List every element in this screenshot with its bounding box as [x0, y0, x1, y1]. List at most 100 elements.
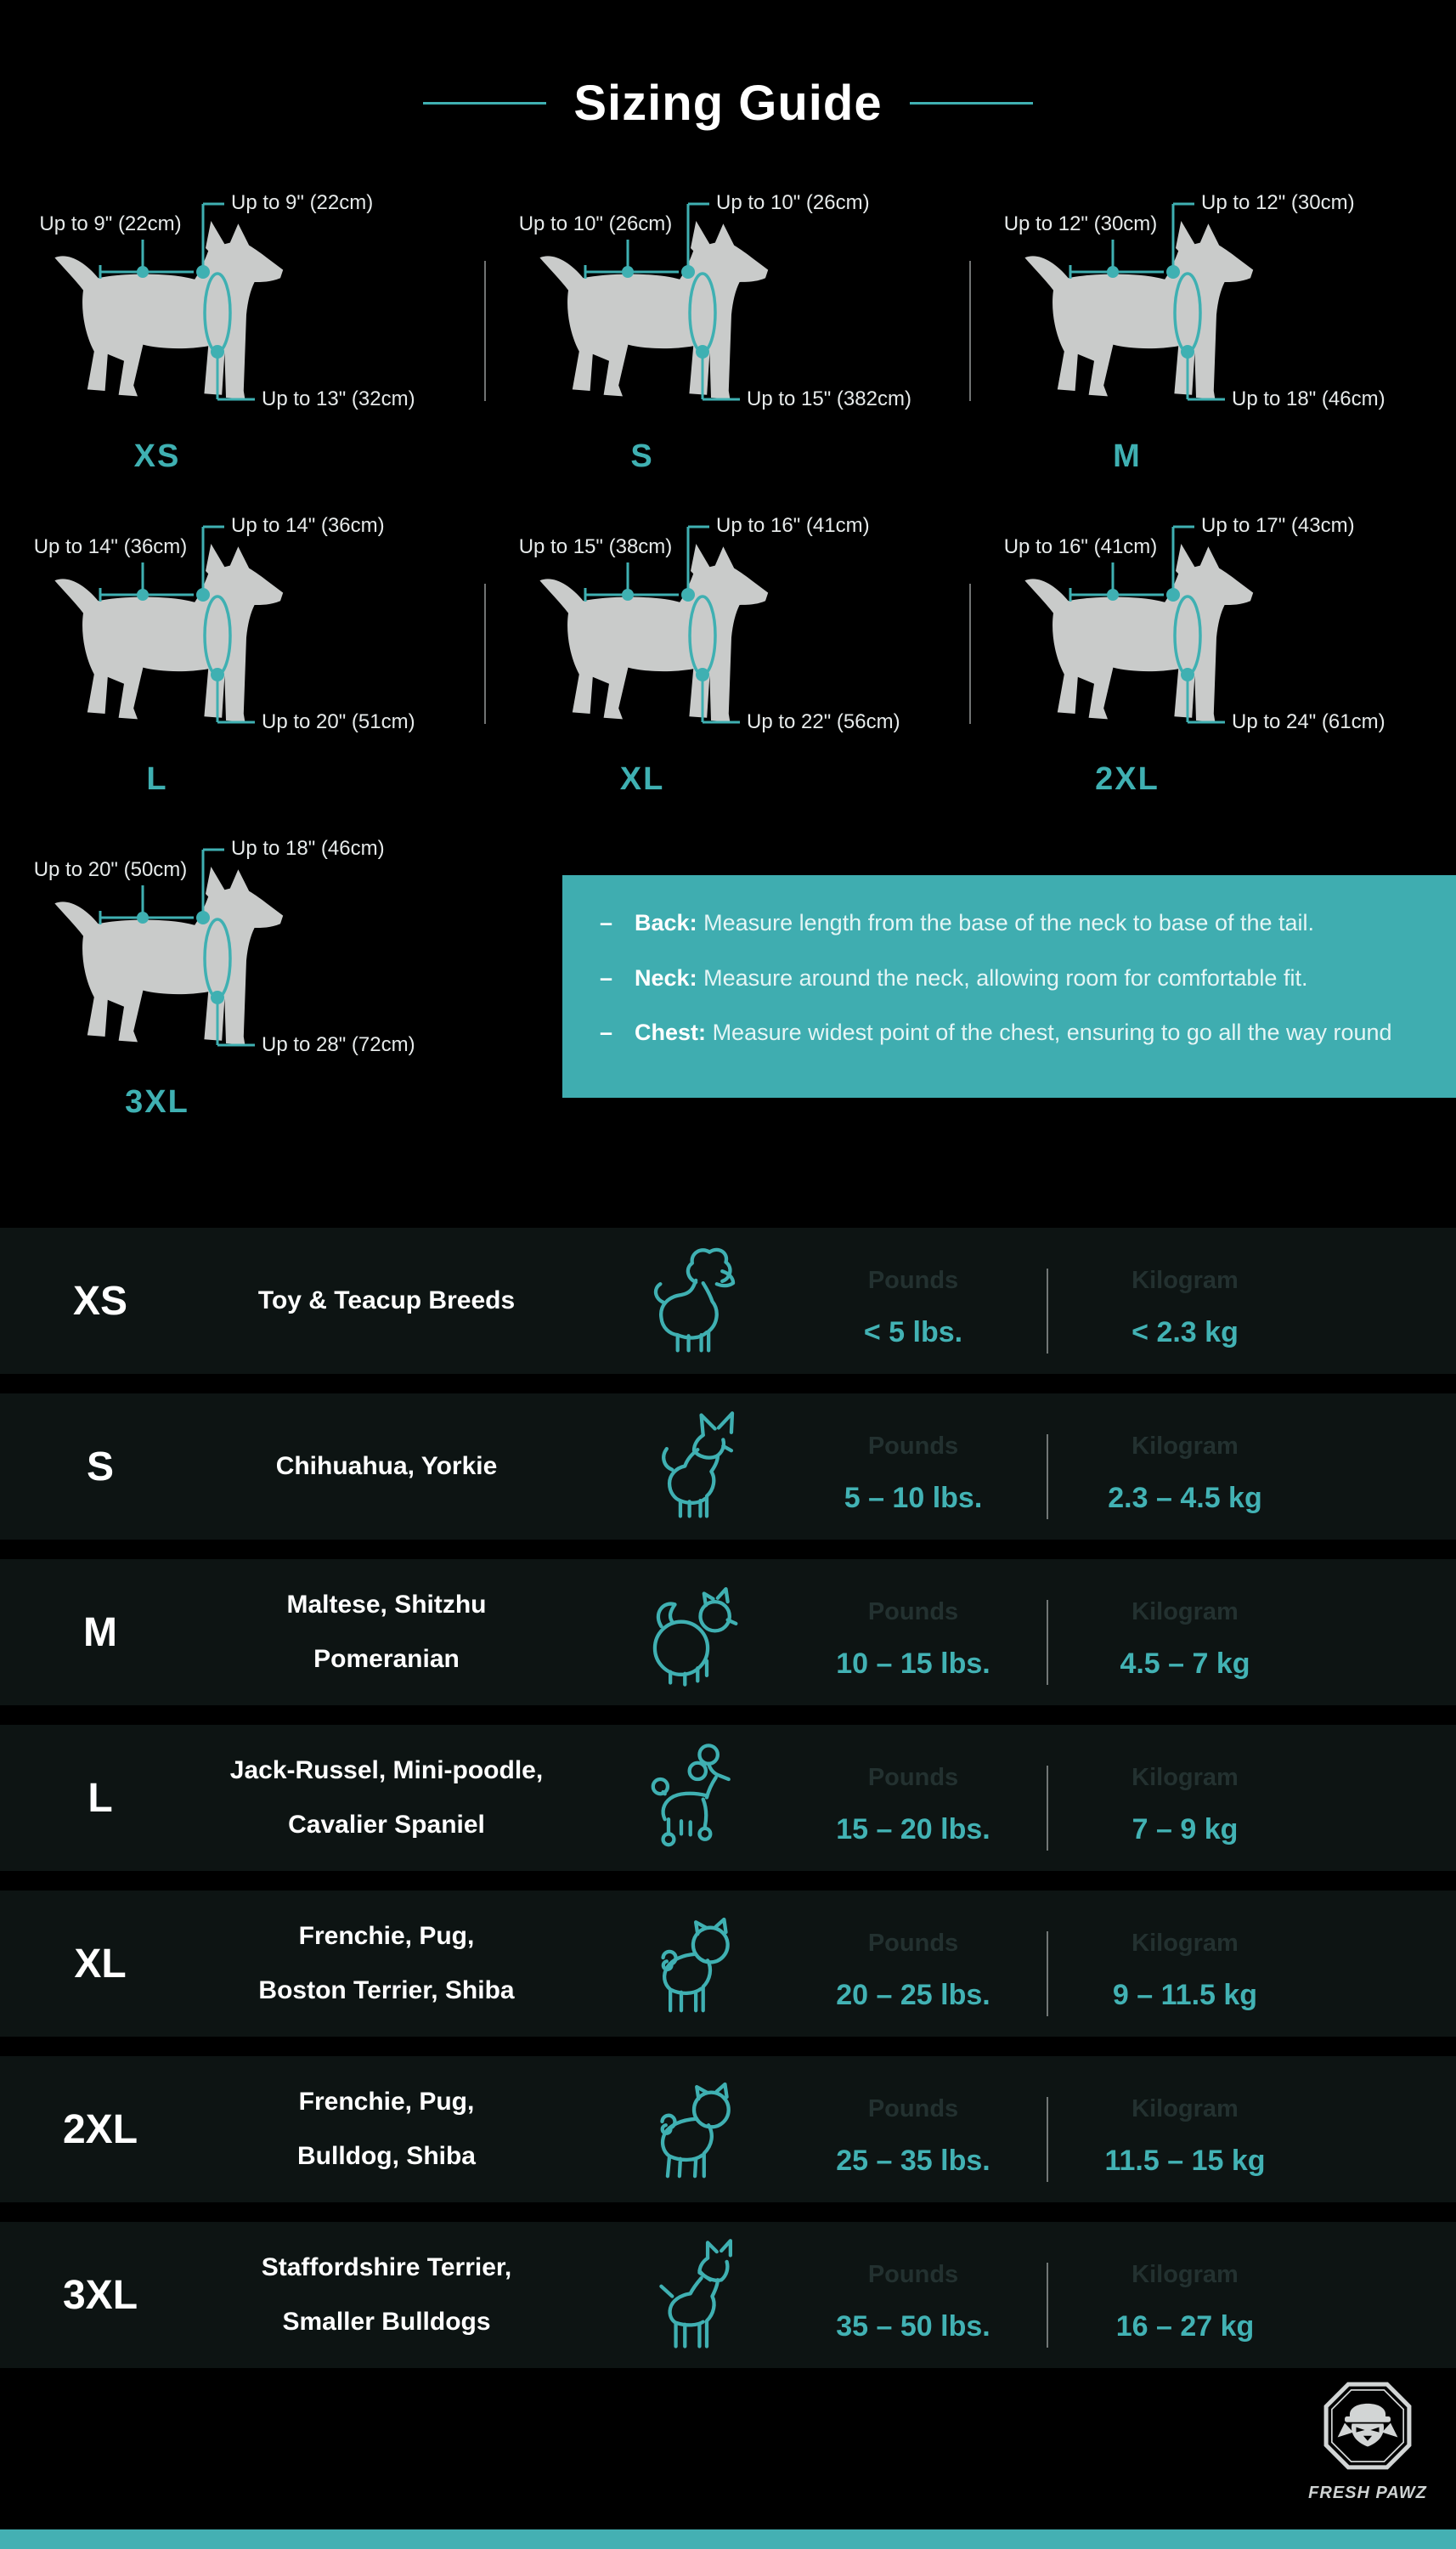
- terrier-icon: [605, 2232, 758, 2358]
- chest-measurement-label: Up to 22" (56cm): [747, 710, 900, 733]
- breeds-line: Cavalier Spaniel: [288, 1811, 485, 1839]
- breeds-cell: Staffordshire Terrier, Smaller Bulldogs: [204, 2222, 569, 2368]
- chest-measurement-label: Up to 20" (51cm): [262, 710, 415, 733]
- back-measurement-label: Up to 15" (38cm): [518, 535, 673, 558]
- table-row-s: S Chihuahua, Yorkie Pounds 5 – 10 lbs. K…: [0, 1393, 1456, 1540]
- size-label: L: [146, 761, 168, 797]
- size-cell: L: [87, 1775, 113, 1821]
- kilogram-header: Kilogram: [1132, 1764, 1239, 1791]
- pomeranian-icon: [605, 1569, 758, 1695]
- pounds-column: Pounds 5 – 10 lbs.: [811, 1393, 1015, 1540]
- instruction-term: Chest:: [635, 1020, 707, 1045]
- back-measurement-label: Up to 20" (50cm): [33, 858, 188, 881]
- breeds-cell: Frenchie, Pug, Bulldog, Shiba: [204, 2056, 569, 2202]
- pounds-header: Pounds: [867, 2095, 959, 2122]
- neck-measurement-label: Up to 9" (22cm): [231, 191, 374, 214]
- page-title: Sizing Guide: [573, 76, 883, 131]
- breeds-line: Chihuahua, Yorkie: [275, 1452, 498, 1480]
- size-label: M: [1113, 438, 1142, 474]
- kilogram-value: 16 – 27 kg: [1115, 2310, 1255, 2343]
- bichon-icon: [605, 1238, 758, 1364]
- bullet-dash: –: [600, 1020, 613, 1045]
- neck-measurement-label: Up to 16" (41cm): [716, 514, 870, 537]
- breeds-cell: Frenchie, Pug, Boston Terrier, Shiba: [204, 1891, 569, 2037]
- brand-logo: FRESH PAWZ: [1300, 2376, 1436, 2503]
- instruction-text: Back: Measure length from the base of th…: [635, 906, 1314, 941]
- pounds-column: Pounds 15 – 20 lbs.: [811, 1725, 1015, 1871]
- kilogram-value: 2.3 – 4.5 kg: [1108, 1482, 1262, 1514]
- pug-icon: [605, 1901, 758, 2026]
- back-measurement-label: Up to 9" (22cm): [39, 212, 182, 235]
- breeds-line: Smaller Bulldogs: [282, 2308, 491, 2336]
- title-rule-left: [423, 102, 547, 105]
- kilogram-header: Kilogram: [1132, 2261, 1239, 2288]
- pounds-header: Pounds: [867, 1433, 959, 1460]
- pounds-header: Pounds: [867, 1598, 959, 1625]
- column-divider: [1047, 1600, 1048, 1685]
- size-label: 3XL: [125, 1084, 189, 1120]
- chest-measurement-label: Up to 13" (32cm): [262, 387, 415, 410]
- neck-measurement-label: Up to 10" (26cm): [716, 191, 870, 214]
- table-row-m: M Maltese, Shitzhu Pomeranian Pounds 10 …: [0, 1559, 1456, 1705]
- chest-measurement-label: Up to 28" (72cm): [262, 1033, 415, 1056]
- column-divider: [1047, 1269, 1048, 1354]
- size-cell: XS: [72, 1278, 128, 1324]
- breeds-cell: Chihuahua, Yorkie: [204, 1393, 569, 1540]
- bullet-dash: –: [600, 964, 613, 991]
- pounds-value: 10 – 15 lbs.: [836, 1648, 990, 1680]
- pounds-value: 35 – 50 lbs.: [836, 2310, 990, 2343]
- kilogram-column: Kilogram 4.5 – 7 kg: [1083, 1559, 1287, 1705]
- instruction-desc: Measure around the neck, allowing room f…: [703, 964, 1308, 991]
- table-row-xl: XL Frenchie, Pug, Boston Terrier, Shiba …: [0, 1891, 1456, 2037]
- instruction-term: Neck:: [635, 964, 697, 991]
- title-rule-right: [909, 102, 1033, 105]
- pounds-value: 20 – 25 lbs.: [836, 1979, 990, 2011]
- breeds-line: Frenchie, Pug,: [298, 2088, 475, 2116]
- kilogram-column: Kilogram < 2.3 kg: [1083, 1228, 1287, 1374]
- neck-measurement-label: Up to 18" (46cm): [231, 837, 385, 860]
- column-divider: [1047, 2263, 1048, 2348]
- pounds-column: Pounds < 5 lbs.: [811, 1228, 1015, 1374]
- column-divider: [1047, 2097, 1048, 2182]
- kilogram-column: Kilogram 2.3 – 4.5 kg: [1083, 1393, 1287, 1540]
- pounds-value: 15 – 20 lbs.: [836, 1813, 990, 1845]
- size-label: XS: [133, 438, 181, 474]
- back-measurement-label: Up to 12" (30cm): [1003, 212, 1158, 235]
- diagram-row-3: Up to 20" (50cm) Up to 18" (46cm) Up to …: [0, 826, 1456, 1149]
- back-measurement-label: Up to 10" (26cm): [518, 212, 673, 235]
- pounds-column: Pounds 25 – 35 lbs.: [811, 2056, 1015, 2202]
- kilogram-header: Kilogram: [1132, 1433, 1239, 1460]
- size-cell: XL: [74, 1941, 127, 1987]
- table-row-xs: XS Toy & Teacup Breeds Pounds < 5 lbs. K…: [0, 1228, 1456, 1374]
- breeds-cell: Maltese, Shitzhu Pomeranian: [204, 1559, 569, 1705]
- bottom-accent-bar: [0, 2529, 1456, 2549]
- cell-divider: [969, 261, 971, 401]
- breeds-line: Bulldog, Shiba: [297, 2142, 476, 2170]
- instruction-text: Chest: Measure widest point of the chest…: [635, 1015, 1392, 1050]
- pounds-header: Pounds: [867, 1930, 959, 1957]
- instruction-term: Back:: [635, 910, 697, 935]
- kilogram-value: 11.5 – 15 kg: [1104, 2145, 1266, 2177]
- kilogram-value: 9 – 11.5 kg: [1112, 1979, 1258, 2011]
- pounds-header: Pounds: [867, 1267, 959, 1294]
- brand-name: FRESH PAWZ: [1308, 2484, 1427, 2502]
- diagram-row-2: Up to 14" (36cm) Up to 14" (36cm) Up to …: [0, 503, 1456, 826]
- size-diagram-3xl: Up to 20" (50cm) Up to 18" (46cm) Up to …: [0, 826, 485, 1149]
- table-row-2xl: 2XL Frenchie, Pug, Bulldog, Shiba Pounds…: [0, 2056, 1456, 2202]
- size-diagram-2xl: Up to 16" (41cm) Up to 17" (43cm) Up to …: [970, 503, 1455, 826]
- chest-measurement-label: Up to 15" (382cm): [747, 387, 911, 410]
- size-cell: 3XL: [62, 2272, 138, 2318]
- size-label: XL: [619, 761, 665, 797]
- chihuahua-icon: [605, 1404, 758, 1529]
- size-label: S: [630, 438, 654, 474]
- title-block: Sizing Guide: [0, 75, 1456, 132]
- kilogram-value: < 2.3 kg: [1132, 1316, 1239, 1348]
- size-diagram-l: Up to 14" (36cm) Up to 14" (36cm) Up to …: [0, 503, 485, 826]
- kilogram-value: 4.5 – 7 kg: [1120, 1648, 1250, 1680]
- kilogram-column: Kilogram 9 – 11.5 kg: [1083, 1891, 1287, 2037]
- instruction-back: – Back: Measure length from the base of …: [600, 906, 1422, 941]
- breeds-cell: Toy & Teacup Breeds: [204, 1228, 569, 1374]
- pounds-value: < 5 lbs.: [863, 1316, 963, 1348]
- kilogram-header: Kilogram: [1132, 2095, 1239, 2122]
